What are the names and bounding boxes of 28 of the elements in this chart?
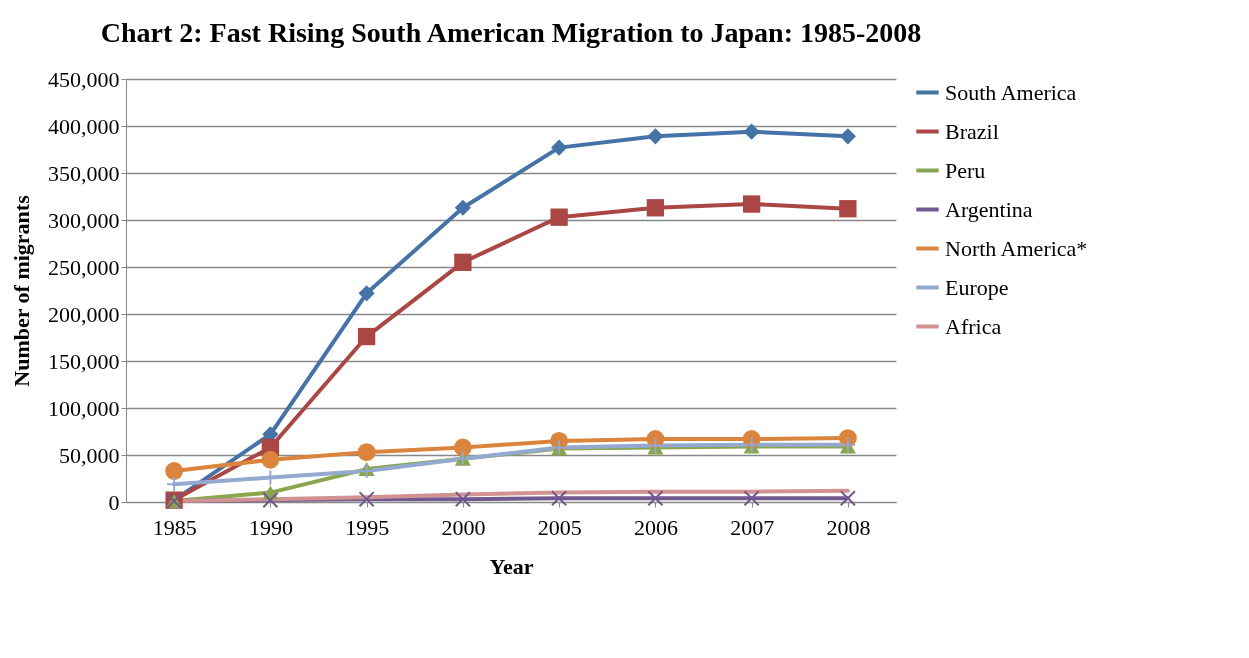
x-tick-label: 2007 — [730, 514, 775, 540]
y-tick-label: 50,000 — [59, 442, 120, 468]
y-tick-label: 0 — [108, 489, 120, 515]
x-tick-label: 1985 — [152, 514, 197, 540]
y-tick-label: 400,000 — [48, 113, 120, 139]
legend-label: North America* — [945, 235, 1088, 261]
y-tick-label: 100,000 — [48, 395, 120, 421]
y-axis-title: Number of migrants — [9, 194, 34, 387]
y-tick-label: 300,000 — [48, 207, 120, 233]
x-tick-label: 1990 — [248, 514, 293, 540]
x-axis-title: Year — [489, 553, 534, 579]
chart-title: Chart 2: Fast Rising South American Migration to Japan: 1985-2008 — [100, 17, 922, 48]
x-tick-label: 2008 — [826, 514, 871, 540]
x-tick-label: 1995 — [345, 514, 390, 540]
y-tick-label: 350,000 — [48, 160, 120, 186]
legend-label: Brazil — [945, 118, 999, 144]
legend-label: Argentina — [945, 196, 1033, 222]
y-tick-label: 150,000 — [48, 348, 120, 374]
legend-label: Peru — [945, 157, 986, 183]
x-tick-label: 2006 — [633, 514, 678, 540]
legend-label: Europe — [945, 274, 1009, 300]
legend-label: South America — [945, 79, 1077, 105]
y-tick-label: 200,000 — [48, 301, 120, 327]
legend-label: Africa — [945, 313, 1002, 339]
x-tick-label: 2000 — [441, 514, 486, 540]
y-tick-label: 250,000 — [48, 254, 120, 280]
y-tick-label: 450,000 — [48, 66, 120, 92]
x-tick-label: 2005 — [537, 514, 582, 540]
